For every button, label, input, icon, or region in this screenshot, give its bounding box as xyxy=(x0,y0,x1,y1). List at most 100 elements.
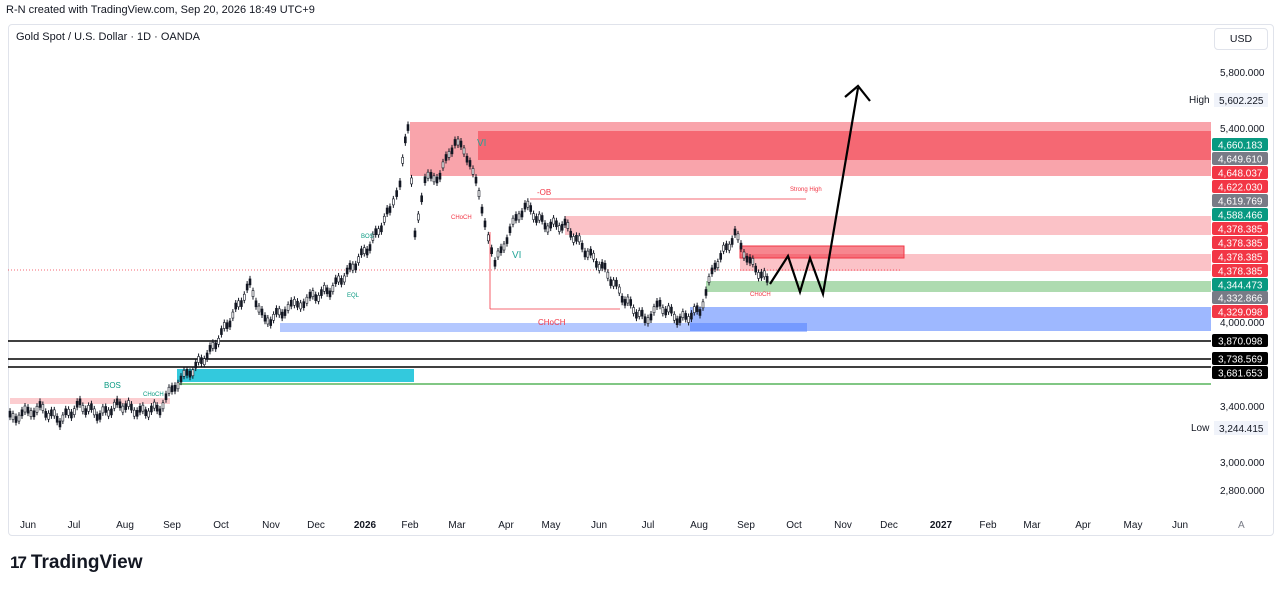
price-tag-label: 4,332.866 xyxy=(1218,294,1263,305)
candle-body xyxy=(377,228,380,236)
candle-body xyxy=(52,409,56,417)
support-green-line xyxy=(177,383,1211,385)
candle-body xyxy=(161,402,165,410)
candle-body xyxy=(64,408,68,416)
candle-body xyxy=(661,307,665,314)
price-tag-box xyxy=(1212,180,1268,193)
candle-body xyxy=(392,198,395,206)
candle-body xyxy=(280,311,284,319)
candle-body xyxy=(289,299,293,307)
candle-body xyxy=(716,261,720,268)
candle-body xyxy=(520,210,524,218)
candle-body xyxy=(760,271,763,279)
x-tick-label: Aug xyxy=(116,520,134,531)
price-tag-label: 4,588.466 xyxy=(1218,211,1263,222)
candle-body xyxy=(188,370,192,378)
candle-body xyxy=(406,124,410,131)
price-tag-label: 4,378.385 xyxy=(1218,267,1263,278)
candle-body xyxy=(254,300,258,308)
candle-body xyxy=(480,206,484,214)
candle-body xyxy=(745,255,749,263)
candle-body xyxy=(191,369,195,377)
candle-body xyxy=(104,406,108,413)
candle-body xyxy=(620,295,624,303)
candle-body xyxy=(29,410,33,417)
price-tag-label: 4,378.385 xyxy=(1218,239,1263,250)
candle-body xyxy=(710,267,714,275)
candle-body xyxy=(459,140,463,148)
price-tag-box xyxy=(1212,305,1268,318)
candle-body xyxy=(277,308,281,316)
candle-body xyxy=(357,256,360,263)
candle-body xyxy=(681,311,685,318)
candle-body xyxy=(8,410,12,418)
candle-body xyxy=(444,154,448,161)
candle-body xyxy=(487,234,490,242)
x-tick-label: Aug xyxy=(690,520,708,531)
x-tick-label: Dec xyxy=(880,520,898,531)
candle-body xyxy=(490,247,493,254)
candle-body xyxy=(269,319,273,326)
candle-body xyxy=(121,405,125,413)
price-tag-box xyxy=(1212,152,1268,165)
candle-body xyxy=(110,408,113,416)
candle-body xyxy=(549,221,553,229)
y-tick-label: 4,000.000 xyxy=(1220,318,1265,329)
annotation-bos-mid: BOS xyxy=(361,234,374,240)
candle-body xyxy=(589,248,593,256)
candle-body xyxy=(637,310,641,317)
candle-body xyxy=(95,414,99,421)
candle-body xyxy=(67,408,70,416)
candle-body xyxy=(23,405,27,413)
candle-body xyxy=(348,262,352,270)
candle-body xyxy=(322,284,326,292)
candle-body xyxy=(158,408,162,416)
candle-body xyxy=(205,352,209,360)
symbol-title[interactable]: Gold Spot / U.S. Dollar · 1D · OANDA xyxy=(16,31,200,43)
price-tag-box xyxy=(1212,291,1268,304)
bear-zone-mid xyxy=(565,216,1211,235)
candle-body xyxy=(14,416,18,423)
demand-zone-left xyxy=(280,323,807,332)
candle-body xyxy=(595,261,598,268)
annotation-choch-early: CHoCH xyxy=(143,392,164,398)
candle-body xyxy=(380,225,383,233)
candle-body xyxy=(526,200,530,208)
x-tick-label: Dec xyxy=(307,520,325,531)
candle-body xyxy=(672,313,676,321)
candle-body xyxy=(144,409,148,416)
x-tick-label: Apr xyxy=(1075,520,1091,531)
candle-body xyxy=(577,235,581,243)
candle-body xyxy=(263,314,267,322)
candle-body xyxy=(704,289,708,296)
candle-body xyxy=(471,168,475,175)
candle-body xyxy=(626,296,630,304)
candle-body xyxy=(240,300,243,307)
annotation-eql: EQL xyxy=(347,293,360,299)
candle-body xyxy=(371,233,375,241)
candle-body xyxy=(170,385,174,392)
candle-body xyxy=(441,161,445,169)
candle-body xyxy=(225,322,229,329)
price-tag-label: 3,681.653 xyxy=(1218,369,1263,380)
auto-scale-button: A xyxy=(1238,520,1245,531)
candle-body xyxy=(317,295,320,302)
currency-button[interactable]: USD xyxy=(1214,28,1268,50)
x-tick-label: Nov xyxy=(834,520,852,531)
x-tick-label: Jul xyxy=(642,520,655,531)
x-tick-label: Apr xyxy=(498,520,514,531)
candle-body xyxy=(701,301,705,309)
candle-body xyxy=(11,413,15,420)
candle-body xyxy=(465,155,469,163)
x-tick-label: Jun xyxy=(591,520,607,531)
candle-body xyxy=(320,289,323,296)
candle-body xyxy=(41,404,45,411)
candle-body xyxy=(456,138,460,146)
candle-body xyxy=(698,309,702,316)
candle-body xyxy=(84,408,88,415)
candle-body xyxy=(152,401,156,409)
candle-body xyxy=(410,177,413,185)
x-tick-label: Oct xyxy=(786,520,802,531)
candle-body xyxy=(112,401,116,409)
